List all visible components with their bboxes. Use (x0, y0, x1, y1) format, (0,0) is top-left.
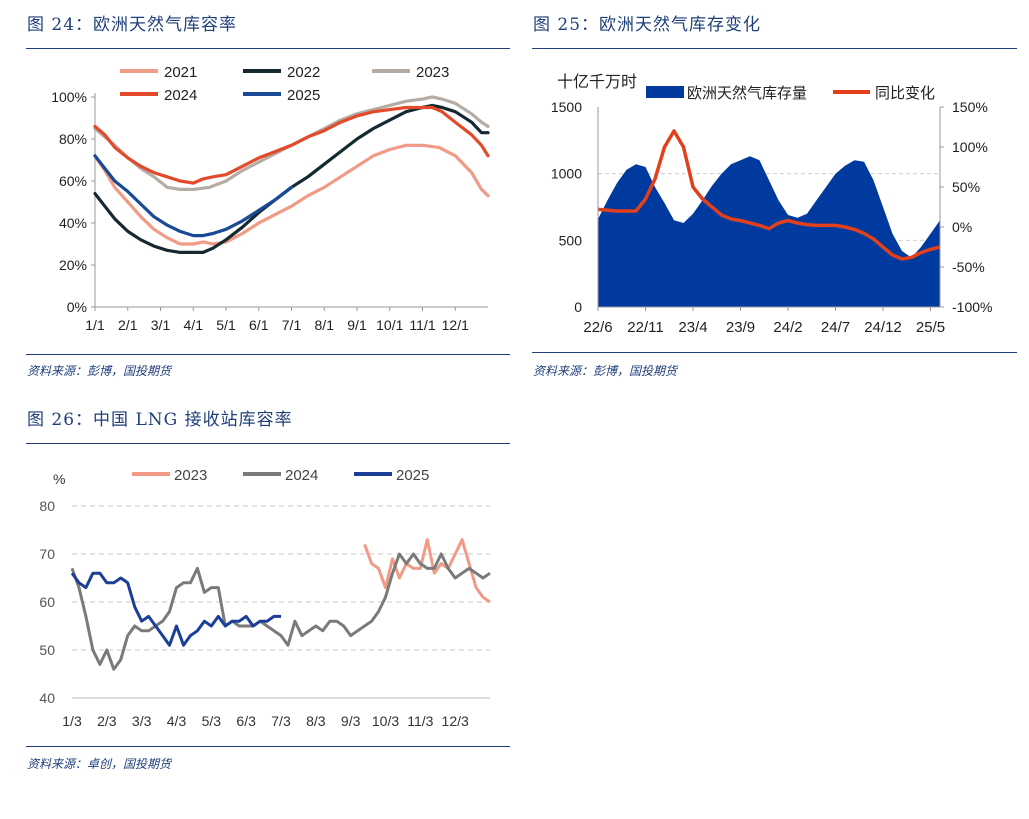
fig24-x-tick-label: 4/1 (184, 317, 204, 333)
fig24-x-tick-label: 6/1 (249, 317, 269, 333)
fig26-x-tick-label: 7/3 (271, 713, 291, 729)
fig24-bottom-rule (26, 354, 510, 355)
fig25-title: 图 25：欧洲天然气库存变化 (533, 15, 762, 35)
fig24-legend-label-2021: 2021 (164, 64, 197, 81)
fig26-legend-label-2025: 2025 (396, 467, 429, 484)
fig26-x-tick-label: 12/3 (442, 713, 469, 729)
fig26-title-rule (26, 443, 510, 444)
fig25-right-tick-label: 100% (952, 139, 988, 155)
fig25-left-tick-label: 1500 (551, 99, 582, 115)
fig25-x-tick-label: 24/7 (821, 319, 850, 336)
fig24-y-tick-label: 20% (59, 257, 87, 273)
fig26-y-unit: % (53, 471, 65, 487)
fig25-right-tick-label: -50% (952, 259, 985, 275)
fig24-x-tick-label: 8/1 (315, 317, 335, 333)
fig25-series-area-storage (598, 156, 940, 307)
fig25-legend-label-storage: 欧洲天然气库存量 (687, 85, 807, 102)
fig24-source: 资料来源：彭博，国投期货 (27, 364, 172, 378)
fig26-x-tick-label: 6/3 (236, 713, 256, 729)
fig26-x-tick-label: 8/3 (306, 713, 326, 729)
fig24-series-line-2024 (93, 105, 490, 185)
fig26-y-tick-label: 40 (39, 690, 55, 706)
fig25-y-unit: 十亿千万时 (557, 73, 637, 91)
fig24-y-tick-label: 40% (59, 215, 87, 231)
fig25-right-tick-label: 150% (952, 99, 988, 115)
fig26-source: 资料来源：卓创，国投期货 (27, 757, 172, 771)
fig25-left-tick-label: 1000 (551, 166, 582, 182)
fig25-x-tick-label: 22/11 (627, 319, 663, 336)
fig26-legend-label-2023: 2023 (174, 467, 207, 484)
fig26-x-tick-label: 9/3 (341, 713, 361, 729)
fig24-y-tick-label: 100% (51, 89, 87, 105)
fig24-x-tick-label: 12/1 (442, 317, 469, 333)
fig26-y-tick-label: 60 (39, 594, 55, 610)
fig25-x-tick-label: 24/12 (864, 319, 902, 336)
fig25-series-line-yoy (597, 129, 941, 261)
fig24-legend-label-2025: 2025 (287, 87, 320, 104)
fig24-x-tick-label: 1/1 (85, 317, 105, 333)
fig26-x-tick-label: 10/3 (372, 713, 399, 729)
fig25-title-rule (532, 48, 1017, 49)
fig25-x-tick-label: 24/2 (773, 319, 802, 336)
fig26-x-tick-label: 4/3 (167, 713, 187, 729)
fig26-x-tick-label: 3/3 (132, 713, 152, 729)
fig26-y-tick-label: 50 (39, 642, 55, 658)
fig26-series-line-2025 (70, 571, 281, 647)
fig25-x-tick-label: 23/9 (726, 319, 755, 336)
fig24-x-tick-label: 5/1 (216, 317, 236, 333)
fig24-y-tick-label: 60% (59, 173, 87, 189)
fig24-x-tick-label: 10/1 (376, 317, 403, 333)
fig25-right-tick-label: 50% (952, 179, 980, 195)
fig26-bottom-rule (26, 746, 510, 747)
fig25-bottom-rule (532, 352, 1017, 353)
fig26-series-line-2023 (363, 538, 491, 604)
fig24-y-tick-label: 80% (59, 131, 87, 147)
fig26-legend-label-2024: 2024 (285, 467, 318, 484)
fig26-x-tick-label: 2/3 (97, 713, 117, 729)
fig26-y-tick-label: 80 (39, 498, 55, 514)
fig24-series-line-2025 (93, 154, 294, 238)
fig25-legend-label-yoy: 同比变化 (875, 85, 935, 102)
fig26-title: 图 26：中国 LNG 接收站库容率 (27, 410, 293, 430)
fig26-x-tick-label: 11/3 (407, 713, 433, 729)
fig24-x-tick-label: 11/1 (409, 317, 435, 333)
fig24-x-tick-label: 7/1 (282, 317, 302, 333)
fig25-left-tick-label: 500 (559, 232, 583, 248)
fig25-legend-swatch-storage (646, 86, 684, 98)
fig25-x-tick-label: 25/5 (916, 319, 945, 336)
fig24-x-tick-label: 2/1 (118, 317, 138, 333)
fig26-series-line-2024 (70, 552, 491, 671)
fig26-y-tick-label: 70 (39, 546, 55, 562)
fig24-x-tick-label: 9/1 (347, 317, 367, 333)
fig25-source: 资料来源：彭博，国投期货 (533, 364, 678, 378)
fig25-right-tick-label: -100% (952, 299, 992, 315)
fig24-title-rule (26, 48, 510, 49)
fig24-title: 图 24：欧洲天然气库容率 (27, 15, 238, 35)
fig24-series-line-2021 (93, 143, 490, 246)
fig25-x-tick-label: 22/6 (583, 319, 612, 336)
fig25-right-tick-label: 0% (952, 219, 972, 235)
fig24-legend-label-2022: 2022 (287, 64, 320, 81)
fig24-y-tick-label: 0% (67, 299, 87, 315)
fig25-left-tick-label: 0 (574, 299, 582, 315)
fig26-x-tick-label: 1/3 (62, 713, 82, 729)
fig25-x-tick-label: 23/4 (678, 319, 707, 336)
fig24-legend-label-2023: 2023 (416, 64, 449, 81)
fig24-legend-label-2024: 2024 (164, 87, 197, 104)
fig24-x-tick-label: 3/1 (151, 317, 171, 333)
fig26-x-tick-label: 5/3 (202, 713, 222, 729)
